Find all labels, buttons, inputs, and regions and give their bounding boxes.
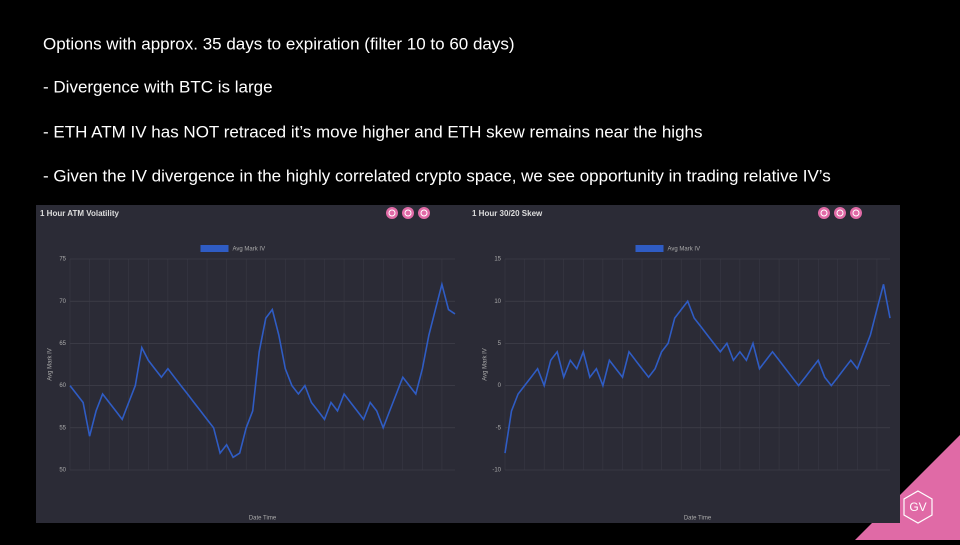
y-tick-label: 5 bbox=[498, 341, 502, 347]
legend-swatch bbox=[635, 245, 664, 252]
legend-swatch bbox=[200, 245, 229, 252]
y-tick-label: -10 bbox=[492, 468, 501, 474]
toolbar-button bbox=[418, 207, 430, 219]
bullet: - Given the IV divergence in the highly … bbox=[43, 166, 831, 185]
legend-label: Avg Mark IV bbox=[668, 247, 701, 253]
bullet: - ETH ATM IV has NOT retraced it’s move … bbox=[43, 122, 702, 141]
toolbar-button bbox=[402, 207, 414, 219]
y-axis-label: Avg Mark IV bbox=[48, 348, 54, 381]
logo: GV bbox=[909, 500, 926, 514]
toolbar-button bbox=[818, 207, 830, 219]
toolbar-icon bbox=[388, 209, 396, 217]
bullet: - Divergence with BTC is large bbox=[43, 77, 273, 96]
toolbar-button bbox=[386, 207, 398, 219]
y-tick-label: 60 bbox=[59, 383, 66, 389]
toolbar-icon bbox=[836, 209, 844, 217]
line bbox=[504, 284, 891, 454]
y-tick-label: 75 bbox=[59, 257, 66, 263]
toolbar-button bbox=[834, 207, 846, 219]
toolbar-icon bbox=[820, 209, 828, 217]
toolbar-icon bbox=[852, 209, 860, 217]
chart-title: 1 Hour ATM Volatility bbox=[40, 209, 120, 218]
toolbar-icon bbox=[404, 209, 412, 217]
toolbar-button bbox=[850, 207, 862, 219]
y-tick-label: 10 bbox=[494, 299, 501, 305]
y-axis-label: Avg Mark IV bbox=[483, 348, 489, 381]
y-tick-label: 50 bbox=[59, 468, 66, 474]
x-axis-label: Date Time bbox=[684, 516, 712, 522]
chart-panel bbox=[36, 205, 900, 523]
y-tick-label: 65 bbox=[59, 341, 66, 347]
chart-title: 1 Hour 30/20 Skew bbox=[472, 209, 543, 218]
y-tick-label: 55 bbox=[59, 425, 66, 431]
heading: Options with approx. 35 days to expirati… bbox=[43, 34, 515, 53]
y-tick-label: -5 bbox=[496, 425, 502, 431]
x-axis-label: Date Time bbox=[249, 516, 277, 522]
line bbox=[69, 281, 456, 459]
y-tick-label: 15 bbox=[494, 257, 501, 263]
toolbar-icon bbox=[420, 209, 428, 217]
logo-hex bbox=[903, 490, 933, 524]
y-tick-label: 0 bbox=[498, 383, 502, 389]
legend-label: Avg Mark IV bbox=[233, 247, 266, 253]
y-tick-label: 70 bbox=[59, 299, 66, 305]
